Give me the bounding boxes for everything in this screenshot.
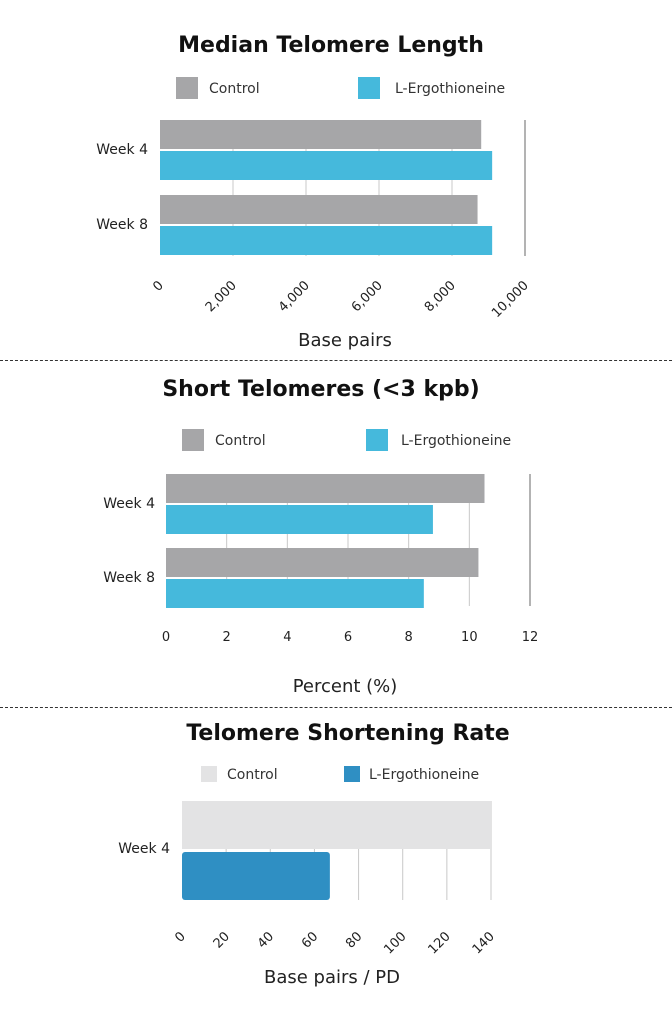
- legend-swatch-control: [176, 77, 198, 99]
- legend: Control L-Ergothioneine: [201, 766, 479, 783]
- bar-control-week-8: [160, 195, 478, 224]
- section-divider: [0, 707, 672, 708]
- tick-label: 8,000: [422, 278, 459, 315]
- legend-swatch-control: [201, 766, 217, 782]
- tick-label: 0: [172, 929, 188, 945]
- tick-label: 20: [211, 929, 233, 951]
- tick-label: 4,000: [276, 278, 313, 315]
- legend-label-treatment: L-Ergothioneine: [401, 433, 511, 449]
- chart-title: Short Telomeres (<3 kpb): [162, 377, 479, 402]
- chart-short-telomeres: Short Telomeres (<3 kpb) Control L-Ergot…: [103, 377, 538, 697]
- section-divider: [0, 360, 672, 361]
- tick-label: 80: [343, 929, 365, 951]
- legend-label-treatment: L-Ergothioneine: [369, 767, 479, 783]
- tick-label: 10,000: [489, 278, 532, 321]
- category-label: Week 8: [103, 570, 155, 586]
- legend-swatch-treatment: [366, 429, 388, 451]
- bar-l-ergothioneine-week-4: [182, 852, 330, 900]
- legend: Control L-Ergothioneine: [182, 429, 511, 451]
- category-label: Week 4: [103, 496, 155, 512]
- tick-label: 10: [461, 630, 478, 645]
- legend-label-treatment: L-Ergothioneine: [395, 81, 505, 97]
- chart-telomere-shortening-rate: Telomere Shortening Rate Control L-Ergot…: [118, 721, 509, 988]
- chart-median-telomere-length: Median Telomere Length Control L-Ergothi…: [96, 33, 532, 351]
- legend-label-control: Control: [215, 433, 266, 449]
- bar-control-week-4: [166, 474, 485, 503]
- bar-control-week-4: [182, 801, 491, 849]
- bar-control-week-4: [160, 120, 482, 149]
- plot-area: Week 4 0 20 40 60 80 100 120 140: [118, 801, 498, 957]
- bar-l-ergothioneine-week-4: [166, 505, 433, 534]
- legend-swatch-treatment: [344, 766, 360, 782]
- x-axis-title: Base pairs / PD: [264, 967, 400, 988]
- tick-label: 40: [255, 929, 277, 951]
- tick-label: 0: [162, 630, 170, 645]
- bar-l-ergothioneine-week-8: [160, 226, 493, 255]
- bar-l-ergothioneine-week-4: [160, 151, 493, 180]
- plot-area: Week 4 Week 8 0 2,000 4,000 6,000 8,000 10,000: [96, 120, 532, 321]
- legend-swatch-treatment: [358, 77, 380, 99]
- tick-label: 2,000: [203, 278, 240, 315]
- category-label: Week 4: [118, 841, 170, 857]
- category-label: Week 8: [96, 217, 148, 233]
- tick-label: 12: [522, 630, 539, 645]
- tick-label: 8: [405, 630, 413, 645]
- legend: Control L-Ergothioneine: [176, 77, 505, 99]
- tick-label: 140: [470, 929, 498, 957]
- tick-label: 100: [381, 929, 409, 957]
- tick-label: 4: [283, 630, 291, 645]
- legend-label-control: Control: [209, 81, 260, 97]
- plot-area: Week 4 Week 8 0 2 4 6 8 10 12: [103, 474, 538, 645]
- category-label: Week 4: [96, 142, 148, 158]
- x-axis-title: Percent (%): [293, 676, 398, 697]
- bar-l-ergothioneine-week-8: [166, 579, 424, 608]
- tick-label: 2: [223, 630, 231, 645]
- legend-label-control: Control: [227, 767, 278, 783]
- tick-label: 6,000: [349, 278, 386, 315]
- bar-control-week-8: [166, 548, 479, 577]
- x-axis-title: Base pairs: [298, 330, 392, 351]
- chart-title: Telomere Shortening Rate: [186, 721, 509, 746]
- legend-swatch-control: [182, 429, 204, 451]
- chart-title: Median Telomere Length: [178, 33, 484, 58]
- tick-label: 120: [426, 929, 454, 957]
- tick-label: 0: [150, 278, 166, 294]
- tick-label: 6: [344, 630, 352, 645]
- tick-label: 60: [299, 929, 321, 951]
